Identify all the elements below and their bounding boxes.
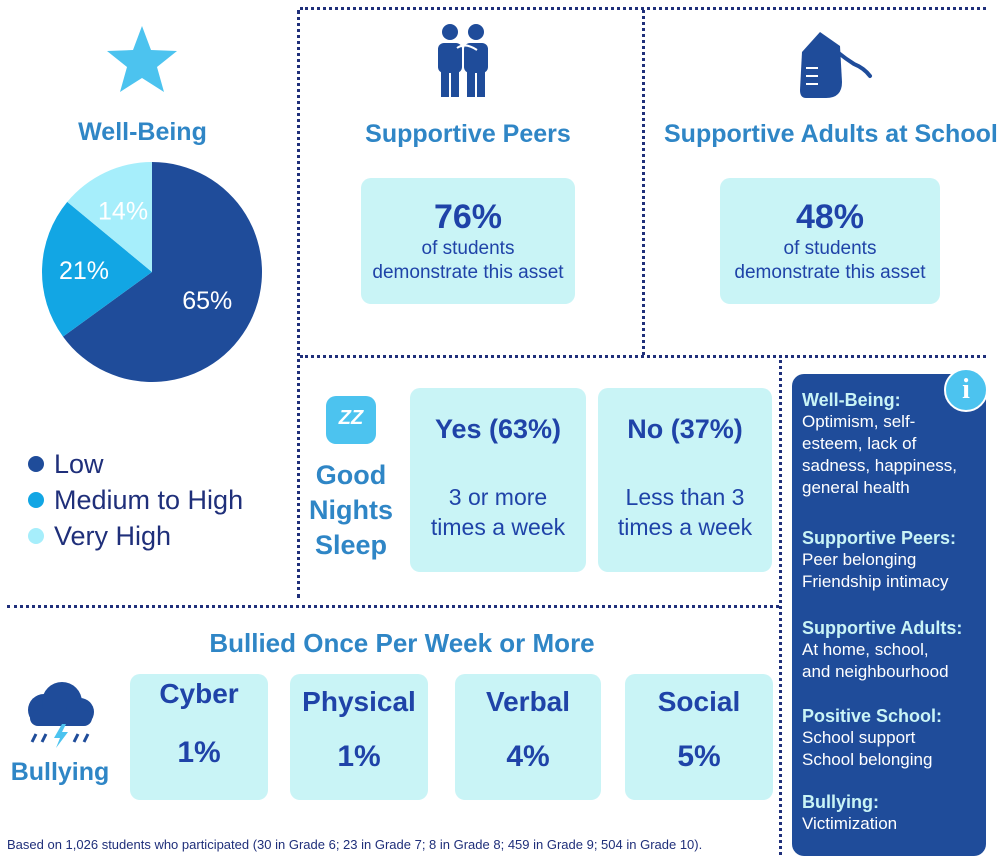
legend-dot-medium [28,492,44,508]
peers-line1: of students [421,238,515,259]
info-section-wellbeing: Well-Being: Optimism, self- esteem, lack… [802,390,982,499]
info-adults-line2: and neighbourhood [802,662,949,681]
sleep-yes-title: Yes (63%) [434,414,562,444]
divider-right [779,355,782,855]
sleep-no-line1: Less than 3 [625,484,745,510]
sleep-label-line3: Sleep [314,530,388,560]
info-school-line2: School belonging [802,750,933,769]
sleep-label-line2: Nights [309,495,393,525]
sleep-yes-line1: 3 or more [448,484,548,510]
sleep-label-line1: Good [315,460,387,490]
adults-line2: demonstrate this asset [734,262,926,283]
peers-percent: 76% [433,198,503,236]
sleep-no-card: No (37%) Less than 3 times a week [598,388,772,572]
info-icon: i [944,368,988,412]
adults-line1: of students [783,238,877,259]
pie-label-medium-to-high: 21% [59,257,109,285]
footnote: Based on 1,026 students who participated… [7,837,703,852]
legend-item-low: Low [28,446,243,482]
info-heading-peers: Supportive Peers: [802,528,957,548]
peers-title: Supportive Peers [365,120,571,148]
info-section-peers: Supportive Peers: Peer belonging Friends… [802,528,982,593]
peers-card: 76% of students demonstrate this asset [361,178,575,304]
info-section-bullying: Bullying: Victimization [802,792,982,835]
bullying-physical-name: Physical [302,686,416,717]
divider-sleep-top [300,355,986,358]
bullying-card-verbal: Verbal 4% [455,674,601,800]
info-panel: i Well-Being: Optimism, self- esteem, la… [792,368,988,856]
info-icon-letter: i [962,374,970,405]
sleep-yes-card: Yes (63%) 3 or more times a week [410,388,586,572]
bullying-cyber-name: Cyber [159,678,239,709]
top-divider [300,7,986,10]
storm-cloud-icon [28,682,94,748]
bullying-verbal-value: 4% [506,740,550,773]
info-section-school: Positive School: School support School b… [802,706,982,771]
info-section-adults: Supportive Adults: At home, school, and … [802,618,982,683]
sleep-label: Good Nights Sleep [304,458,398,563]
bullying-verbal-name: Verbal [485,686,571,717]
divider-bullying-top [7,605,779,608]
pie-slice-medium-to-high [42,201,152,337]
sleep-icon: ZZ [326,396,376,444]
bullying-card-cyber: Cyber 1% [130,674,268,800]
pie-slice-very-high [67,162,152,272]
bullying-cyber-value: 1% [177,736,221,769]
wellbeing-pie-chart: 65% 21% 14% [42,162,262,383]
info-adults-line1: At home, school, [802,640,929,659]
info-heading-wellbeing: Well-Being: [802,390,901,410]
bullying-card-physical: Physical 1% [290,674,428,800]
legend-item-medium-to-high: Medium to High [28,482,243,518]
bullying-label: Bullying [10,758,110,786]
sleep-no-title: No (37%) [627,414,743,444]
legend-dot-low [28,456,44,472]
info-wellbeing-line2: esteem, lack of [802,434,917,453]
info-wellbeing-line3: sadness, happiness, [802,456,957,475]
peers-line2: demonstrate this asset [372,262,564,283]
info-heading-school: Positive School: [802,706,943,726]
info-wellbeing-line1: Optimism, self- [802,412,916,431]
info-wellbeing-line4: general health [802,478,910,497]
adults-title: Supportive Adults at School [664,120,997,148]
info-peers-line1: Peer belonging [802,550,917,569]
legend-item-very-high: Very High [28,518,243,554]
bullying-physical-value: 1% [337,740,381,773]
pie-label-very-high: 14% [98,197,148,225]
adults-percent: 48% [795,198,865,236]
divider-left [297,10,300,598]
star-icon [107,26,177,92]
legend-label-very-high: Very High [54,520,172,551]
people-hugging-icon [438,24,488,97]
sleep-yes-line2: times a week [430,514,566,540]
pie-slice-low [63,162,262,383]
bullying-social-name: Social [657,686,741,717]
legend-dot-very-high [28,528,44,544]
sleep-no-line2: times a week [617,514,753,540]
info-heading-adults: Supportive Adults: [802,618,963,638]
adults-card: 48% of students demonstrate this asset [720,178,940,304]
hand-on-head-icon [800,32,872,98]
pie-label-low: 65% [182,287,232,315]
legend-label-low: Low [54,448,104,479]
wellbeing-legend: Low Medium to High Very High [28,446,243,554]
bullying-card-social: Social 5% [625,674,773,800]
info-peers-line2: Friendship intimacy [802,572,949,591]
wellbeing-title: Well-Being [78,118,207,146]
sleep-icon-text: ZZ [338,407,364,429]
info-heading-bullying: Bullying: [802,792,879,812]
info-school-line1: School support [802,728,916,747]
bullying-title: Bullied Once Per Week or More [209,628,595,658]
legend-label-medium: Medium to High [54,484,244,515]
info-bullying-line1: Victimization [802,814,898,833]
bullying-social-value: 5% [677,740,721,773]
divider-mid [642,10,645,355]
